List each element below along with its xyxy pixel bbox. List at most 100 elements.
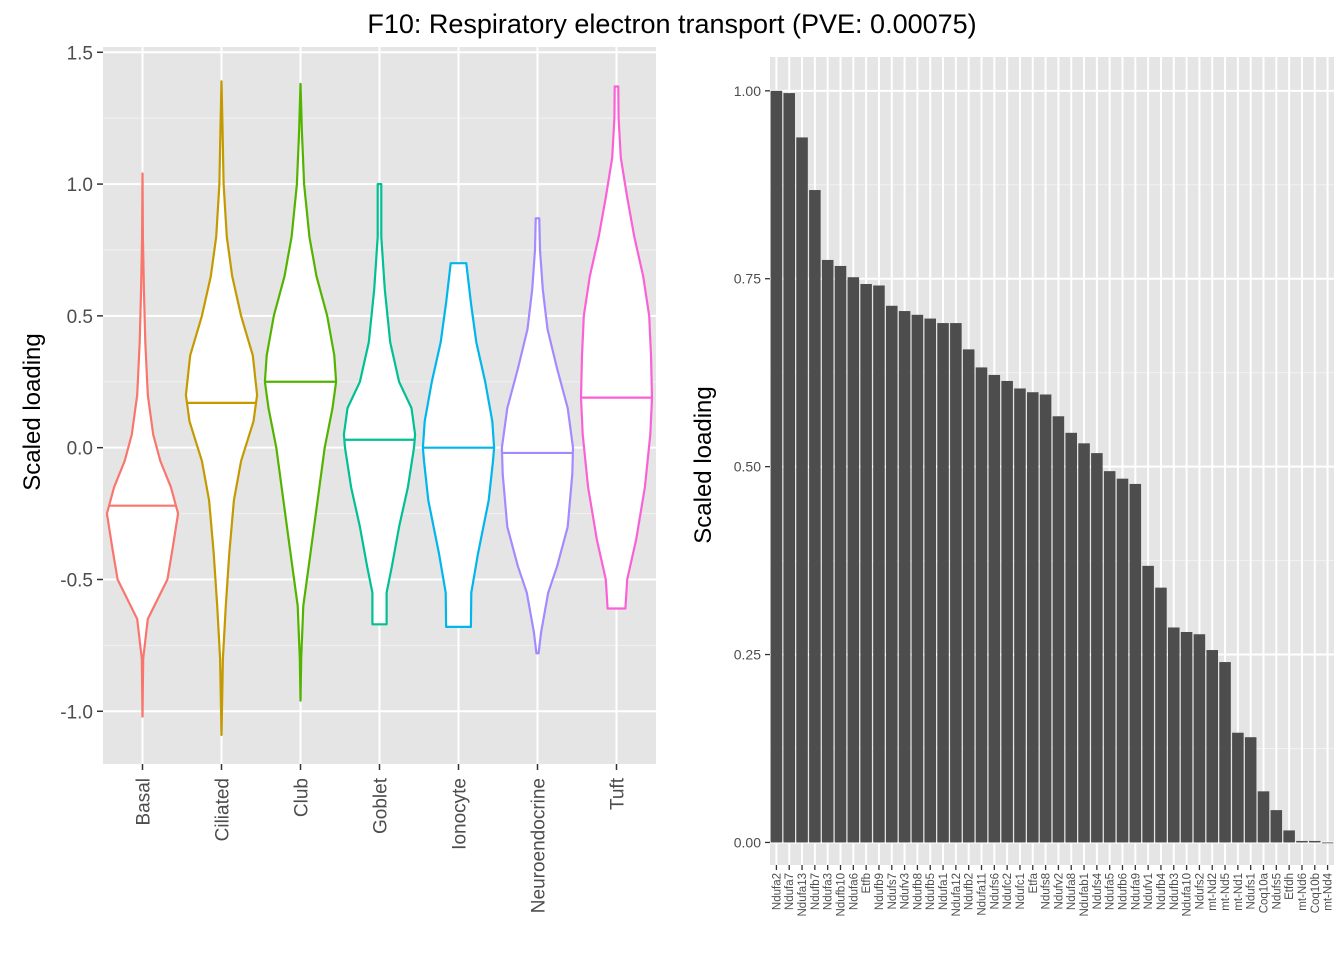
bar-ndufa1: [937, 323, 949, 843]
bar-ndufv2: [1052, 416, 1065, 843]
bar-x-tick-label: Ndufa3: [823, 873, 835, 910]
bar-x-tick-label: Ndufa10: [1182, 873, 1194, 916]
bar-x-tick-label: Ndufab1: [1079, 873, 1091, 916]
violin-y-tick-label: -1.0: [60, 702, 93, 723]
bar-series: [770, 90, 1334, 844]
violin-x-tick-label: Neuroendocrine: [529, 778, 550, 913]
bar-ndufa6: [847, 277, 860, 843]
bar-x-tick-label: mt-Nd6: [1297, 873, 1309, 911]
bar-etfa: [1027, 392, 1039, 843]
bar-y-tick-label: 0.50: [734, 459, 761, 475]
bar-ndufs7: [886, 305, 898, 843]
bar-x-tick-label: Ndufs2: [1194, 873, 1206, 909]
bar-ndufa10: [1180, 631, 1193, 843]
bar-ndufa13: [796, 137, 808, 843]
bar-ndufa11: [975, 367, 988, 843]
violin-y-tick-label: 1.5: [67, 43, 93, 64]
bar-y-axis-label: Scaled loading: [690, 386, 717, 543]
violin-ionocyte: [421, 262, 496, 628]
violin-y-tick-label: 0.5: [67, 307, 93, 328]
bar-x-tick-label: Coq10b: [1310, 873, 1322, 913]
bar-ndufa2: [770, 90, 783, 843]
bar-x-tick-label: Ndufa2: [771, 873, 783, 910]
bar-x-tick-label: Etfb: [861, 873, 873, 893]
bar-ndufab1: [1078, 443, 1090, 843]
bar-x-tick-label: Ndufc1: [1015, 873, 1027, 909]
bar-x-tick-label: Ndufa6: [848, 873, 860, 910]
bar-x-tick-label: Ndufa11: [977, 873, 989, 916]
bar-x-tick-label: Ndufs7: [887, 873, 899, 909]
violin-goblet: [342, 183, 417, 626]
violin-x-axis: Basal Ciliated Club Goblet Ionocyte Neuroendo…: [134, 764, 629, 913]
violin-x-tick-label: Club: [292, 778, 313, 817]
violin-tuft: [579, 85, 654, 610]
bar-x-tick-label: Ndufs8: [1041, 873, 1053, 909]
bar-x-tick-label: Ndufb3: [1169, 873, 1181, 910]
violin-basal: [105, 172, 180, 718]
bar-x-tick-label: Ndufa12: [951, 873, 963, 916]
bar-x-tick-label: Ndufb6: [1118, 873, 1130, 910]
bar-panel: 0.00 0.25 0.50 0.75 1.00 Ndufa2 Ndufa7 Ndufa13…: [690, 57, 1335, 916]
violin-x-tick-label: Ciliated: [213, 778, 234, 841]
bar-mt-nd1: [1232, 732, 1244, 843]
bar-x-tick-label: mt-Nd4: [1323, 872, 1335, 910]
violin-y-tick-label: 0.0: [67, 439, 93, 460]
violin-y-tick-label: 1.0: [67, 175, 93, 196]
bar-ndufc1: [1014, 388, 1026, 843]
violin-y-axis-label: Scaled loading: [19, 333, 46, 490]
bar-x-tick-label: Ndufa13: [797, 873, 809, 916]
bar-x-tick-label: Coq10a: [1259, 872, 1271, 913]
bar-y-tick-label: 0.00: [734, 834, 761, 850]
violin-ciliated: [184, 80, 259, 737]
bar-y-tick-label: 0.75: [734, 271, 761, 287]
bar-x-tick-label: Ndufv3: [900, 873, 912, 909]
violin-y-axis: -1.0 -0.5 0.0 0.5 1.0 1.5: [60, 43, 103, 723]
bar-y-tick-label: 1.00: [734, 83, 761, 99]
bar-ndufv3: [898, 311, 911, 843]
bar-ndufb4: [1155, 587, 1167, 843]
bar-ndufb7: [809, 190, 821, 843]
bar-x-tick-label: Ndufv1: [1143, 873, 1155, 909]
bar-x-tick-label: Ndufb2: [964, 873, 976, 910]
bar-x-tick-label: Ndufs1: [1246, 873, 1258, 909]
violin-x-tick-label: Basal: [134, 778, 155, 826]
bar-ndufb9: [873, 285, 885, 843]
bar-ndufs2: [1193, 634, 1206, 843]
bar-ndufa3: [821, 259, 834, 843]
bar-ndufb2: [962, 349, 975, 843]
bar-x-tick-label: Ndufb5: [925, 873, 937, 910]
bar-ndufb8: [911, 314, 924, 843]
violin-panel: -1.0 -0.5 0.0 0.5 1.0 1.5 Basal Ciliated Club Go…: [19, 43, 656, 913]
bar-ndufa5: [1103, 471, 1116, 843]
bar-x-tick-label: Ndufa7: [784, 873, 796, 910]
bar-x-tick-label: Ndufb4: [1156, 872, 1168, 910]
bar-mt-nd4: [1321, 842, 1334, 844]
bar-x-tick-label: Ndufs5: [1271, 873, 1283, 909]
bar-x-tick-label: Ndufa1: [938, 873, 950, 910]
bar-x-tick-label: mt-Nd1: [1233, 873, 1245, 911]
bar-x-tick-label: Ndufs6: [989, 873, 1001, 909]
bar-x-tick-label: Ndufa5: [1105, 873, 1117, 910]
bar-x-tick-label: Ndufb9: [874, 873, 886, 910]
bar-ndufs4: [1091, 453, 1103, 843]
bar-x-tick-label: Ndufc2: [1002, 873, 1014, 909]
bar-etfdh: [1283, 830, 1295, 843]
violin-y-tick-label: -0.5: [60, 570, 93, 591]
bar-x-tick-label: Etfa: [1028, 872, 1040, 893]
bar-ndufb6: [1116, 478, 1129, 843]
bar-mt-nd2: [1206, 650, 1218, 843]
bar-x-tick-label: Ndufb7: [810, 873, 822, 910]
bar-ndufa12: [950, 323, 962, 843]
bar-ndufb5: [924, 318, 936, 843]
bar-x-tick-label: mt-Nd2: [1207, 873, 1219, 911]
bar-x-tick-label: Ndufb10: [836, 873, 848, 916]
violin-x-tick-label: Ionocyte: [450, 778, 471, 850]
bar-ndufs8: [1039, 394, 1052, 843]
bar-ndufb10: [834, 265, 847, 843]
figure-title: F10: Respiratory electron transport (PVE…: [367, 9, 976, 39]
bar-x-axis: Ndufa2 Ndufa7 Ndufa13 Ndufb7 Ndufa3 Ndufb10 Nd…: [771, 865, 1335, 916]
bar-x-tick-label: Ndufb8: [912, 873, 924, 910]
bar-ndufa8: [1065, 432, 1077, 843]
